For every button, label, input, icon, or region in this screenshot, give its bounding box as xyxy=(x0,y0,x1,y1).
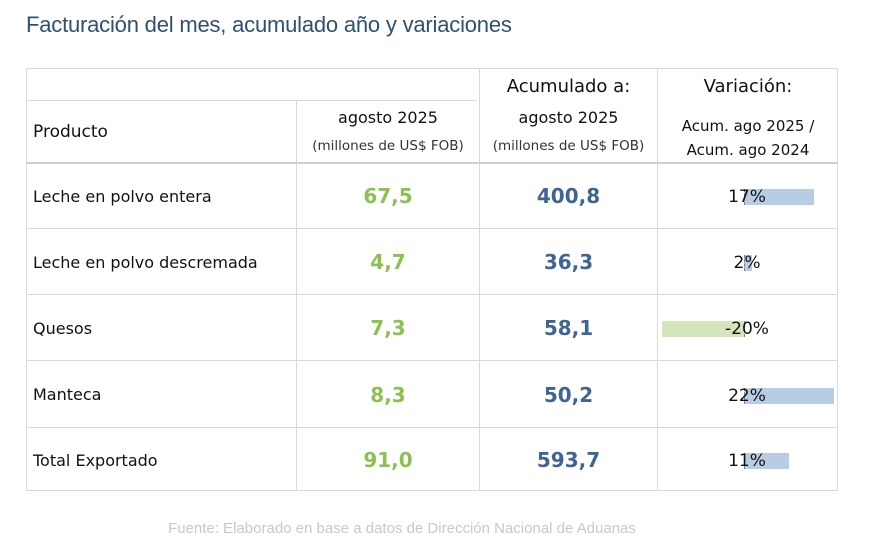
row-divider xyxy=(27,427,837,428)
header-variation-top: Variación: xyxy=(703,75,793,97)
col-divider xyxy=(657,69,658,490)
variation-bar xyxy=(744,189,814,205)
row-product: Leche en polvo descremada xyxy=(33,252,258,272)
row-acum-value: 36,3 xyxy=(543,250,594,274)
variation-bar xyxy=(662,321,744,337)
row-acum-value: 593,7 xyxy=(536,448,601,472)
variation-label: -20% xyxy=(725,319,769,339)
header-month-label: agosto 2025 xyxy=(338,107,438,127)
header-variation-line2: Acum. ago 2024 xyxy=(686,141,810,159)
col-divider xyxy=(479,69,480,490)
row-month-value: 8,3 xyxy=(370,382,406,407)
header-acum-unit: (millones de US$ FOB) xyxy=(492,138,645,154)
col-divider xyxy=(296,101,297,490)
row-variation: 2% xyxy=(658,230,838,294)
row-divider xyxy=(27,100,477,101)
header-acum-top: Acumulado a: xyxy=(506,75,631,97)
row-month-value: 7,3 xyxy=(370,316,406,340)
variation-axis xyxy=(744,321,745,337)
row-variation: -20% xyxy=(658,296,838,360)
variation-label: 2% xyxy=(733,253,761,273)
row-variation: 11% xyxy=(658,429,838,491)
header-variation-line1: Acum. ago 2025 / xyxy=(681,117,815,135)
row-variation: 22% xyxy=(658,362,838,427)
variation-axis xyxy=(744,388,745,404)
variation-bar xyxy=(744,388,835,404)
header-month-unit: (millones de US$ FOB) xyxy=(312,138,464,154)
page-title: Facturación del mes, acumulado año y var… xyxy=(26,12,512,37)
row-divider xyxy=(27,360,837,361)
header-divider xyxy=(27,162,837,164)
row-product: Leche en polvo entera xyxy=(33,186,212,206)
row-variation: 17% xyxy=(658,164,838,228)
row-acum-value: 58,1 xyxy=(543,316,594,340)
variation-axis xyxy=(744,255,745,271)
row-month-value: 67,5 xyxy=(363,184,413,208)
source-note: Fuente: Elaborado en base a datos de Dir… xyxy=(168,520,636,537)
header-acum-label: agosto 2025 xyxy=(518,107,619,127)
row-divider xyxy=(27,228,837,229)
variation-label: 11% xyxy=(728,451,766,471)
row-acum-value: 50,2 xyxy=(543,382,594,407)
row-product: Quesos xyxy=(33,318,93,338)
row-product: Manteca xyxy=(33,385,102,404)
variation-bar xyxy=(744,453,790,469)
exports-table: Producto agosto 2025 (millones de US$ FO… xyxy=(26,68,838,491)
row-divider xyxy=(27,294,837,295)
variation-axis xyxy=(744,189,745,205)
variation-label: 22% xyxy=(728,386,766,406)
row-product: Total Exportado xyxy=(33,450,158,470)
variation-axis xyxy=(744,453,745,469)
row-month-value: 4,7 xyxy=(370,250,406,274)
header-product: Producto xyxy=(33,122,108,142)
variation-label: 17% xyxy=(728,187,766,207)
row-month-value: 91,0 xyxy=(363,448,413,472)
row-acum-value: 400,8 xyxy=(536,184,601,208)
variation-bar xyxy=(744,255,753,271)
